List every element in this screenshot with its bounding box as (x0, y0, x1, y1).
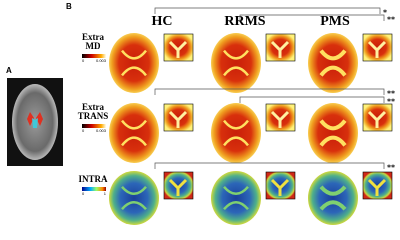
white-matter (223, 185, 249, 211)
colorbar-max: 0.003 (96, 128, 107, 133)
significance-stars: ** (387, 15, 395, 24)
inset-detail (168, 110, 188, 128)
inset-detail (367, 110, 387, 128)
panel-label: A (6, 66, 12, 75)
inset-detail (168, 40, 188, 58)
colorbar (82, 54, 106, 58)
brain-map (308, 171, 358, 225)
row-label: Extra (82, 32, 104, 42)
brain-map (109, 171, 159, 225)
row-label: INTRA (78, 174, 108, 184)
row-label: Extra (82, 102, 104, 112)
significance-stars: ** (387, 89, 395, 98)
significance-stars: ** (387, 163, 395, 172)
roi-cyan (32, 118, 38, 128)
white-matter (121, 185, 147, 211)
inset-detail (270, 110, 290, 128)
inset-detail (367, 178, 387, 196)
colorbar-min: 0 (82, 191, 85, 196)
significance-bracket (154, 7, 381, 14)
colorbar-max: 1 (104, 191, 107, 196)
white-matter (319, 119, 347, 147)
brain-map (211, 171, 261, 225)
panel-label: B (66, 2, 72, 11)
significance-bracket (239, 14, 385, 21)
brain-map (109, 103, 159, 163)
inset-detail (270, 178, 290, 196)
brain-map (308, 103, 358, 163)
colorbar-max: 0.003 (96, 58, 107, 63)
white-matter (223, 49, 249, 77)
colorbar (82, 187, 106, 191)
brain-map (308, 33, 358, 93)
column-header: PMS (320, 14, 350, 29)
white-matter (223, 119, 249, 147)
white-matter (319, 185, 347, 211)
significance-stars: * (383, 8, 387, 17)
significance-bracket (154, 162, 385, 169)
row-label: TRANS (78, 111, 109, 121)
roi-red (27, 112, 43, 126)
significance-stars: ** (387, 97, 395, 106)
column-header: HC (152, 14, 173, 29)
colorbar-min: 0 (82, 128, 85, 133)
brain-map (211, 33, 261, 93)
colorbar-min: 0 (82, 58, 85, 63)
white-matter (319, 49, 347, 77)
inset-detail (367, 40, 387, 58)
white-matter (121, 49, 147, 77)
inset-detail (270, 40, 290, 58)
brain-map (109, 33, 159, 93)
significance-bracket (154, 88, 385, 95)
column-header: RRMS (224, 14, 265, 29)
colorbar (82, 124, 106, 128)
white-matter (121, 119, 147, 147)
inset-detail (168, 178, 188, 196)
row-label: MD (86, 41, 101, 51)
brain-map (211, 103, 261, 163)
significance-bracket (239, 96, 385, 103)
